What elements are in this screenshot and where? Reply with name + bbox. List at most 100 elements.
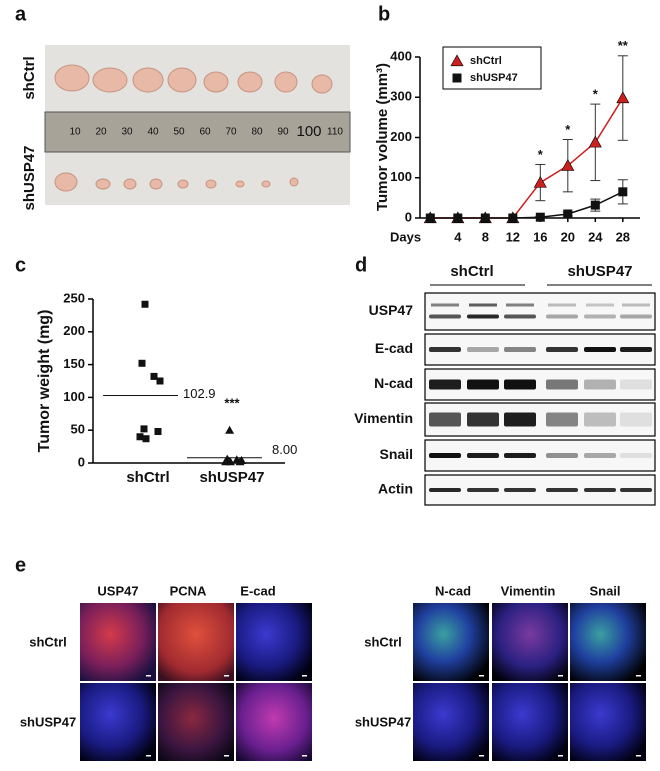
band bbox=[429, 347, 461, 352]
y-tick-label: 200 bbox=[63, 323, 85, 338]
point bbox=[136, 433, 144, 441]
row-label: shCtrl bbox=[21, 56, 38, 99]
blot-frame bbox=[424, 292, 656, 331]
band bbox=[584, 453, 616, 458]
row-label: shUSP47 bbox=[21, 145, 38, 210]
y-tick-label: 0 bbox=[78, 454, 85, 469]
micrograph bbox=[158, 603, 234, 681]
marker bbox=[561, 159, 575, 171]
band bbox=[467, 488, 499, 492]
tumor bbox=[92, 67, 128, 93]
panel-letter: e bbox=[15, 554, 26, 576]
blot-frame bbox=[424, 474, 656, 506]
scale-bar bbox=[479, 755, 484, 757]
series-line bbox=[430, 97, 624, 219]
significance: ** bbox=[618, 38, 629, 53]
band bbox=[504, 488, 536, 492]
band bbox=[467, 314, 499, 319]
tumor bbox=[54, 172, 78, 192]
band bbox=[429, 379, 461, 390]
ruler-label: 30 bbox=[121, 127, 133, 138]
scale-bar bbox=[146, 675, 151, 677]
blot-frame bbox=[424, 368, 656, 401]
panel-letter: a bbox=[15, 3, 27, 25]
y-tick-label: 100 bbox=[390, 169, 412, 184]
y-tick-label: 300 bbox=[390, 89, 412, 104]
band bbox=[504, 379, 536, 390]
band bbox=[586, 303, 614, 307]
band bbox=[584, 314, 616, 319]
ruler-label: 110 bbox=[327, 127, 343, 138]
band bbox=[546, 314, 578, 319]
micrograph bbox=[570, 683, 646, 761]
tumor bbox=[167, 67, 197, 93]
scale-bar bbox=[636, 675, 641, 677]
x-tick-label: shUSP47 bbox=[199, 469, 264, 486]
point bbox=[140, 425, 148, 433]
band bbox=[620, 347, 652, 352]
marker bbox=[480, 213, 490, 223]
column-label: PCNA bbox=[170, 583, 207, 598]
legend-marker bbox=[452, 73, 462, 83]
blot-label: E-cad bbox=[375, 340, 413, 356]
scale-bar bbox=[224, 675, 229, 677]
row-label: shUSP47 bbox=[20, 714, 76, 729]
band bbox=[584, 412, 616, 427]
x-tick-label: 28 bbox=[616, 229, 630, 244]
blot-label: Vimentin bbox=[354, 410, 413, 426]
x-axis-label: Days bbox=[390, 229, 421, 244]
significance: * bbox=[565, 122, 571, 137]
y-tick-label: 50 bbox=[71, 422, 85, 437]
blot-frame bbox=[424, 333, 656, 366]
tumor bbox=[203, 71, 229, 93]
marker bbox=[425, 213, 435, 223]
mean-label: 8.00 bbox=[272, 442, 297, 457]
micrograph bbox=[236, 603, 312, 681]
micrograph bbox=[413, 683, 489, 761]
ruler-label: 100 bbox=[296, 123, 321, 140]
micrograph bbox=[236, 683, 312, 761]
band bbox=[504, 347, 536, 352]
band bbox=[469, 303, 497, 307]
point bbox=[225, 425, 235, 434]
scale-bar bbox=[558, 675, 563, 677]
x-tick-label: 24 bbox=[588, 229, 603, 244]
ruler bbox=[44, 111, 351, 153]
legend-marker bbox=[450, 54, 464, 67]
group-label: shCtrl bbox=[450, 263, 493, 280]
band bbox=[584, 379, 616, 390]
tumor bbox=[289, 177, 299, 187]
ruler-label: 50 bbox=[173, 127, 185, 138]
blot-label: USP47 bbox=[369, 302, 414, 318]
tumor bbox=[132, 67, 164, 93]
band bbox=[620, 488, 652, 492]
group-label: shUSP47 bbox=[567, 263, 632, 280]
x-tick-label: shCtrl bbox=[126, 469, 169, 486]
x-tick-label: 20 bbox=[561, 229, 575, 244]
panel-letter: c bbox=[15, 254, 26, 276]
column-label: E-cad bbox=[240, 583, 275, 598]
band bbox=[546, 488, 578, 492]
marker bbox=[616, 91, 630, 104]
blot-label: Snail bbox=[380, 446, 413, 462]
micrograph bbox=[80, 683, 156, 761]
tumor bbox=[235, 180, 245, 188]
point bbox=[156, 377, 164, 385]
band bbox=[622, 303, 650, 307]
legend-label: shCtrl bbox=[470, 55, 502, 67]
blot-label: Actin bbox=[378, 481, 413, 497]
ruler-label: 70 bbox=[225, 127, 237, 138]
band bbox=[584, 347, 616, 352]
ruler-label: 20 bbox=[95, 127, 107, 138]
band bbox=[467, 453, 499, 458]
y-tick-label: 400 bbox=[390, 48, 412, 63]
blot-frame bbox=[424, 402, 656, 437]
band bbox=[546, 379, 578, 390]
band bbox=[467, 379, 499, 390]
tumor bbox=[311, 74, 333, 94]
marker bbox=[508, 213, 518, 223]
mean-label: 102.9 bbox=[183, 386, 216, 401]
band bbox=[504, 314, 536, 319]
